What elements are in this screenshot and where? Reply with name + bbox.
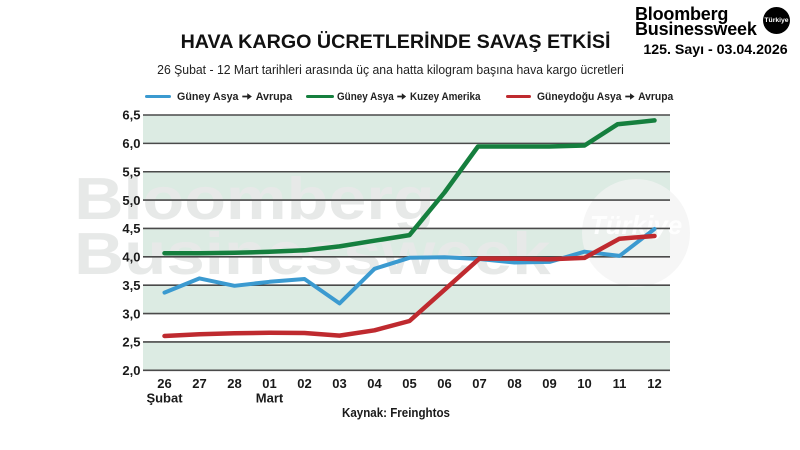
svg-text:Kaynak: Freinghtos: Kaynak: Freinghtos	[342, 405, 450, 420]
svg-text:01: 01	[262, 376, 276, 391]
svg-text:04: 04	[367, 376, 382, 391]
svg-text:2,5: 2,5	[122, 335, 140, 350]
svg-text:Bloomberg: Bloomberg	[74, 165, 434, 232]
svg-text:4,5: 4,5	[122, 221, 140, 236]
svg-text:3,0: 3,0	[122, 306, 140, 321]
svg-text:11: 11	[613, 376, 627, 391]
svg-text:12: 12	[647, 376, 661, 391]
svg-text:10: 10	[577, 376, 591, 391]
svg-text:5,5: 5,5	[122, 164, 140, 179]
svg-text:27: 27	[192, 376, 206, 391]
svg-text:4,0: 4,0	[122, 250, 140, 265]
svg-text:07: 07	[472, 376, 486, 391]
svg-text:Mart: Mart	[256, 391, 284, 406]
svg-text:09: 09	[542, 376, 556, 391]
svg-text:Businessweek: Businessweek	[74, 220, 551, 286]
svg-text:03: 03	[332, 376, 346, 391]
svg-text:Şubat: Şubat	[146, 391, 183, 406]
svg-text:3,5: 3,5	[122, 278, 140, 293]
svg-text:5,0: 5,0	[122, 193, 140, 208]
svg-text:2,0: 2,0	[122, 363, 140, 378]
svg-text:6,0: 6,0	[122, 136, 140, 151]
svg-text:08: 08	[507, 376, 521, 391]
svg-text:Türkiye: Türkiye	[590, 210, 683, 240]
svg-text:02: 02	[297, 376, 311, 391]
svg-text:06: 06	[437, 376, 451, 391]
svg-text:05: 05	[402, 376, 416, 391]
svg-text:6,5: 6,5	[122, 108, 140, 123]
svg-text:28: 28	[227, 376, 241, 391]
svg-text:26: 26	[157, 376, 171, 391]
